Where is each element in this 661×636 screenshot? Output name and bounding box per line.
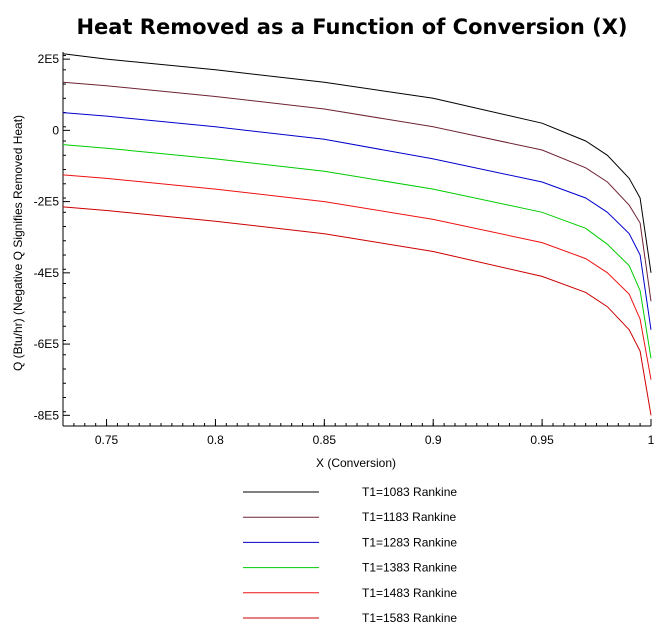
y-tick-label: -6E5 [34,337,60,351]
series-group [62,53,652,416]
series-line-5 [62,174,652,380]
x-axis-label: X (Conversion) [316,456,396,470]
legend-label-3: T1=1283 Rankine [362,535,457,549]
legend-label-4: T1=1383 Rankine [362,561,457,575]
y-tick-label: 0 [52,123,59,137]
y-axis-label: Q (Btu/hr) (Negative Q Signifies Removed… [11,115,25,371]
y-tick-label: -8E5 [34,408,60,422]
x-tick-label: 0.75 [95,433,119,447]
x-tick-label: 0.85 [313,433,337,447]
y-tick-label: -2E5 [34,195,60,209]
chart-title: Heat Removed as a Function of Conversion… [76,15,627,39]
series-line-3 [62,112,652,330]
y-tick-label: -4E5 [34,266,60,280]
legend: T1=1083 Rankine T1=1183 Rankine T1=1283 Ra… [243,485,457,625]
x-tick-label: 0.8 [207,433,224,447]
series-line-6 [62,206,652,416]
legend-label-6: T1=1583 Rankine [362,611,457,625]
x-tick-label: 0.95 [530,433,554,447]
legend-label-2: T1=1183 Rankine [362,510,457,524]
legend-label-1: T1=1083 Rankine [362,485,457,499]
legend-label-5: T1=1483 Rankine [362,586,457,600]
series-line-4 [62,144,652,359]
series-line-2 [62,81,652,302]
series-line-1 [62,53,652,273]
x-tick-label: 1 [648,433,655,447]
axes: 0.75 0.8 0.85 0.9 0.95 1 2E5 0 -2E5 -4E5 -6E5 -8E5 [34,52,655,447]
y-tick-label: 2E5 [38,52,60,66]
x-tick-label: 0.9 [425,433,442,447]
